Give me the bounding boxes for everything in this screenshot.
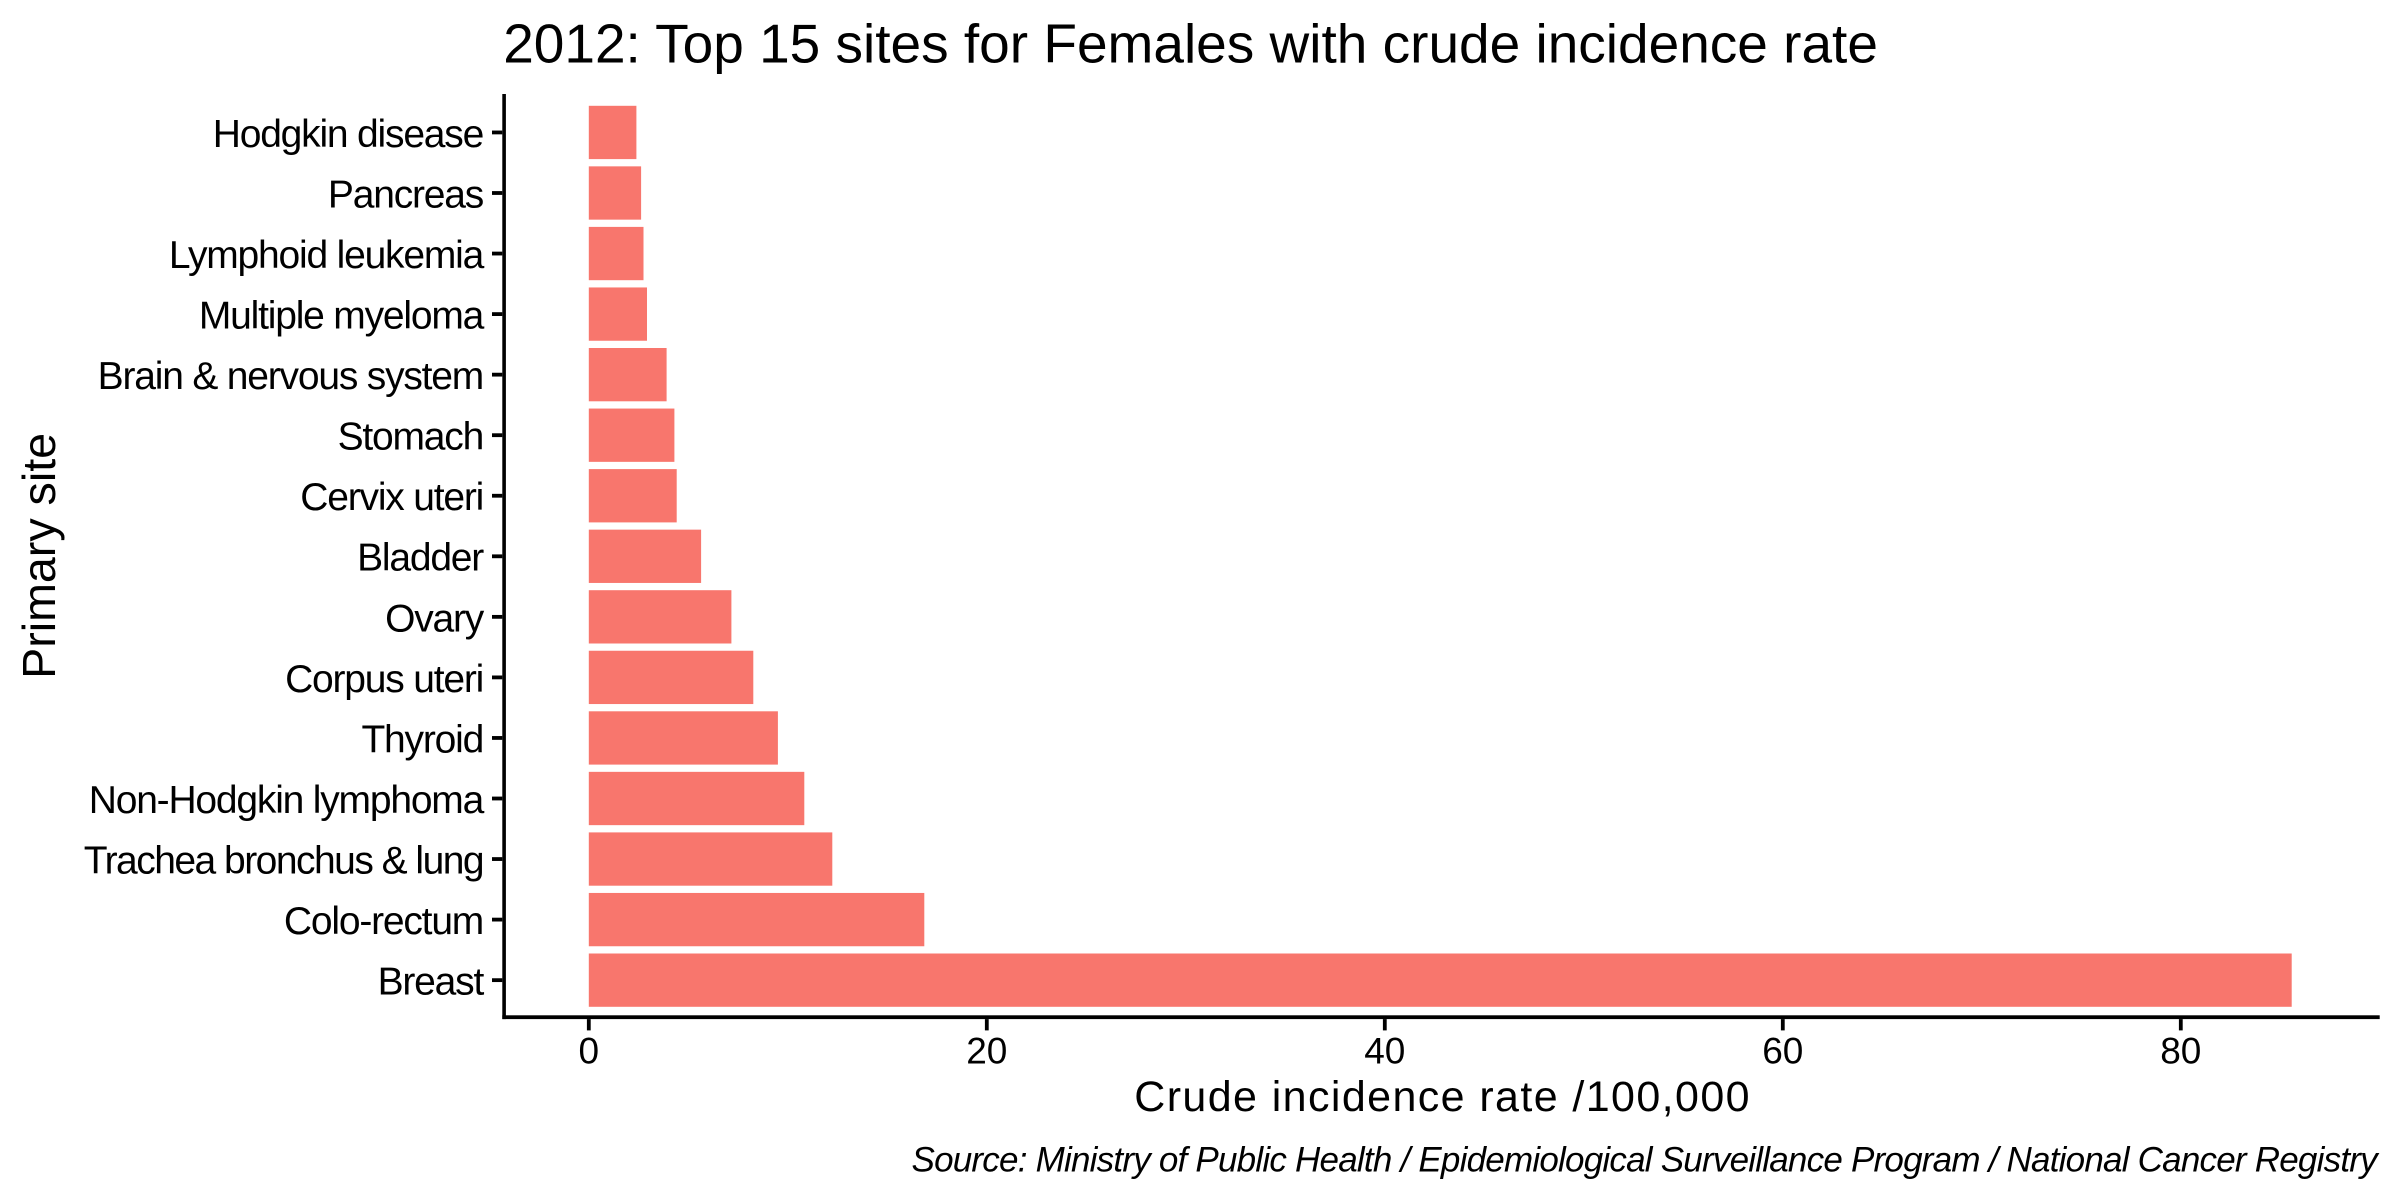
svg-text:2012: Top 15 sites for Females: 2012: Top 15 sites for Females with crud… [503, 13, 1878, 75]
svg-text:Multiple myeloma: Multiple myeloma [199, 295, 485, 338]
svg-text:Crude incidence rate /100,000: Crude incidence rate /100,000 [1134, 1073, 1751, 1121]
svg-text:Lymphoid leukemia: Lymphoid leukemia [169, 234, 485, 277]
svg-text:Bladder: Bladder [357, 537, 484, 580]
svg-text:60: 60 [1762, 1031, 1803, 1072]
svg-text:20: 20 [966, 1031, 1007, 1072]
svg-text:Colo-rectum: Colo-rectum [284, 900, 483, 943]
svg-text:Primary site: Primary site [13, 433, 65, 679]
svg-text:Thyroid: Thyroid [361, 718, 483, 761]
svg-text:Source: Ministry of Public Hea: Source: Ministry of Public Health / Epid… [912, 1141, 2381, 1180]
svg-text:Trachea bronchus & lung: Trachea bronchus & lung [84, 839, 483, 882]
svg-text:0: 0 [579, 1031, 600, 1072]
svg-text:Pancreas: Pancreas [328, 173, 484, 216]
svg-text:Stomach: Stomach [338, 416, 484, 459]
svg-text:Breast: Breast [378, 961, 485, 1004]
svg-text:80: 80 [2160, 1031, 2201, 1072]
svg-text:Ovary: Ovary [385, 597, 485, 640]
svg-text:Corpus uteri: Corpus uteri [285, 658, 483, 701]
svg-text:Brain & nervous system: Brain & nervous system [98, 355, 483, 398]
svg-text:Hodgkin disease: Hodgkin disease [213, 113, 483, 156]
svg-text:40: 40 [1364, 1031, 1405, 1072]
svg-text:Cervix uteri: Cervix uteri [300, 476, 483, 519]
svg-text:Non-Hodgkin lymphoma: Non-Hodgkin lymphoma [89, 779, 485, 822]
